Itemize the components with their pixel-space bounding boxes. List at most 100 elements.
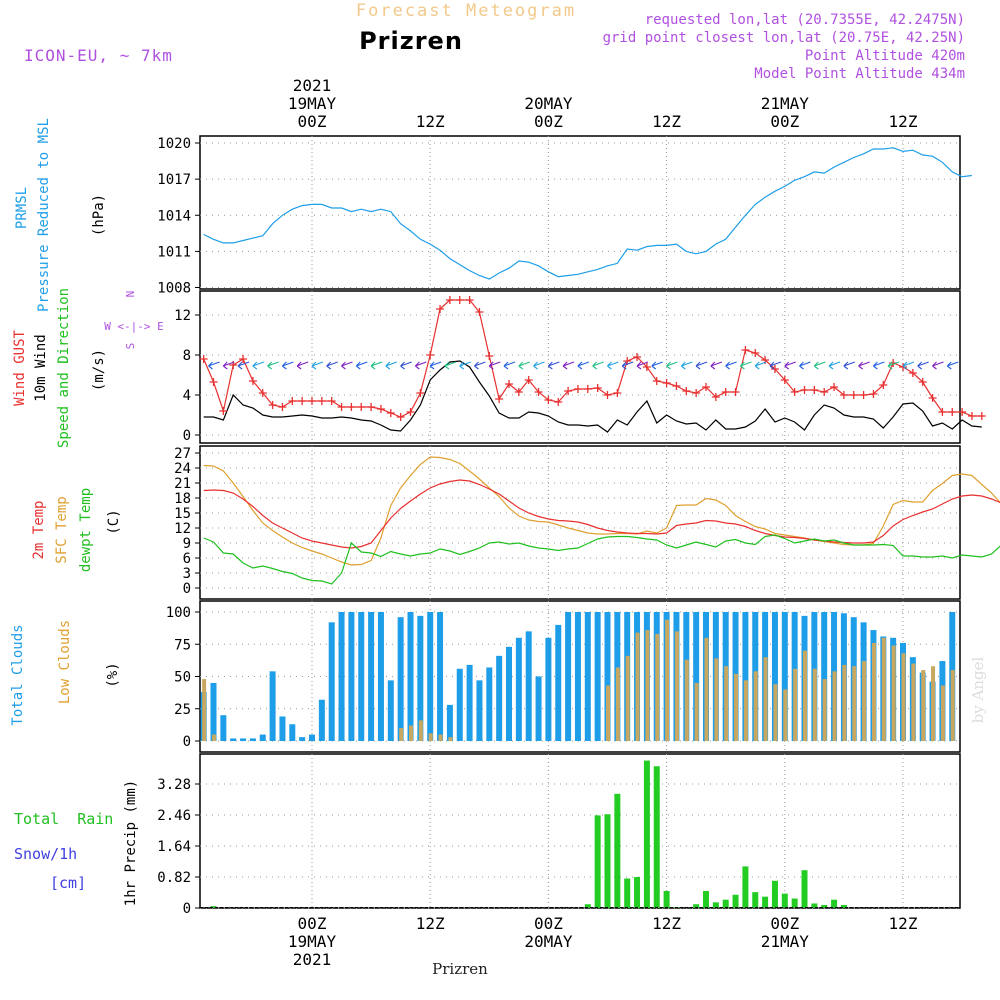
wind-arrow xyxy=(740,361,752,370)
low-cloud-bar xyxy=(645,630,650,741)
gust-marker xyxy=(692,389,701,397)
wind-arrow xyxy=(666,361,678,370)
time-label-bottom: 12Z xyxy=(416,914,445,933)
low-cloud-bar xyxy=(665,619,670,741)
gust-marker xyxy=(445,296,454,304)
temp-2m-line xyxy=(203,479,1000,549)
total-cloud-bar xyxy=(368,612,375,741)
total-cloud-bar xyxy=(387,680,394,741)
wind-arrow xyxy=(799,361,811,370)
gust-marker xyxy=(899,363,907,371)
wind-arrow xyxy=(222,361,235,370)
low-cloud-bar xyxy=(684,659,689,741)
total-cloud-bar xyxy=(584,612,591,741)
low-cloud-bar xyxy=(724,666,729,741)
time-label-bottom: 21MAY xyxy=(761,932,810,951)
wind-arrow xyxy=(385,361,397,370)
gust-marker xyxy=(347,403,356,411)
wind-arrow xyxy=(932,361,944,370)
y-tick-label: 1020 xyxy=(157,136,191,152)
gust-marker xyxy=(298,397,307,405)
dewpoint-line xyxy=(203,534,1000,585)
total-cloud-bar xyxy=(279,716,286,741)
time-label-top: 19MAY xyxy=(288,94,337,113)
total-cloud-bar xyxy=(604,612,611,741)
total-cloud-bar xyxy=(466,664,473,741)
sfc-temp-line xyxy=(203,456,1000,566)
rain-bar xyxy=(781,893,788,908)
total-cloud-bar xyxy=(742,612,749,741)
rain-bar xyxy=(732,894,739,908)
station-title: Prizren xyxy=(359,27,463,55)
low-cloud-bar xyxy=(625,655,630,741)
total-cloud-bar xyxy=(328,622,335,741)
time-label-bottom: 00Z xyxy=(770,914,799,933)
y-tick-label: 25 xyxy=(174,702,191,718)
gust-marker xyxy=(702,383,710,391)
low-cloud-bar xyxy=(606,685,610,741)
gust-marker xyxy=(879,381,888,389)
low-cloud-bar xyxy=(950,670,955,741)
wind-arrow xyxy=(843,361,856,370)
total-cloud-bar xyxy=(230,738,237,741)
gust-marker xyxy=(633,353,642,361)
gust-marker xyxy=(770,365,779,373)
low-cloud-bar xyxy=(921,670,926,741)
rain-bar xyxy=(663,890,670,908)
gust-marker xyxy=(859,391,868,399)
rain-bar xyxy=(840,904,847,908)
total-cloud-bar xyxy=(496,655,503,741)
label-2m-temp: 2m Temp xyxy=(31,500,47,559)
label-prmsl: PRMSL xyxy=(14,187,30,229)
model-label: ICON-EU, ~ 7km xyxy=(24,46,173,65)
gust-marker xyxy=(751,349,760,357)
low-cloud-bar xyxy=(783,689,788,741)
low-cloud-bar xyxy=(773,684,778,741)
y-tick-label: 3.28 xyxy=(157,777,191,793)
label-dewpt-temp: dewpt Temp xyxy=(78,488,94,572)
gust-marker xyxy=(642,363,651,371)
rain-bar xyxy=(722,899,729,908)
low-cloud-bar xyxy=(212,734,216,741)
y-tick-label: 100 xyxy=(166,605,191,621)
wind-arrow xyxy=(813,361,826,370)
wind-arrow xyxy=(695,361,708,370)
rain-bar xyxy=(811,903,818,908)
y-tick-label: 0 xyxy=(183,734,191,750)
info-model-altitude: Model Point Altitude 434m xyxy=(754,66,965,82)
total-cloud-bar xyxy=(437,612,444,741)
total-cloud-bar xyxy=(407,612,414,741)
rain-bar xyxy=(703,890,709,908)
time-label-bottom: 2021 xyxy=(293,950,332,969)
wind-arrow xyxy=(400,361,412,370)
low-cloud-bar xyxy=(812,668,817,741)
time-label-bottom: 12Z xyxy=(889,914,918,933)
label-ms: (m/s) xyxy=(91,349,107,391)
y-tick-label: 1.64 xyxy=(157,839,191,855)
low-cloud-bar xyxy=(911,663,916,741)
y-tick-label: 4 xyxy=(183,388,191,404)
low-cloud-bar xyxy=(202,679,207,741)
gust-marker xyxy=(928,394,937,402)
wind-arrow xyxy=(946,361,959,370)
gust-marker xyxy=(308,397,316,405)
total-cloud-bar xyxy=(506,646,512,741)
total-cloud-bar xyxy=(269,671,276,741)
label-cm: [cm] xyxy=(50,874,86,892)
wind-arrow xyxy=(370,361,383,370)
low-cloud-bar xyxy=(763,657,768,741)
gust-marker xyxy=(514,388,523,396)
gust-marker xyxy=(948,408,957,416)
low-cloud-bar xyxy=(842,664,847,741)
wind-arrow xyxy=(872,361,885,370)
total-cloud-bar xyxy=(338,612,345,741)
gust-marker xyxy=(652,377,661,385)
y-tick-label: 1011 xyxy=(157,244,191,260)
gust-marker xyxy=(977,412,986,420)
y-tick-label: 9 xyxy=(183,536,191,552)
total-cloud-bar xyxy=(397,617,404,741)
y-tick-label: 12 xyxy=(174,521,191,537)
rain-bar xyxy=(584,904,591,908)
gust-marker xyxy=(958,408,967,416)
time-label-top: 00Z xyxy=(770,112,799,131)
